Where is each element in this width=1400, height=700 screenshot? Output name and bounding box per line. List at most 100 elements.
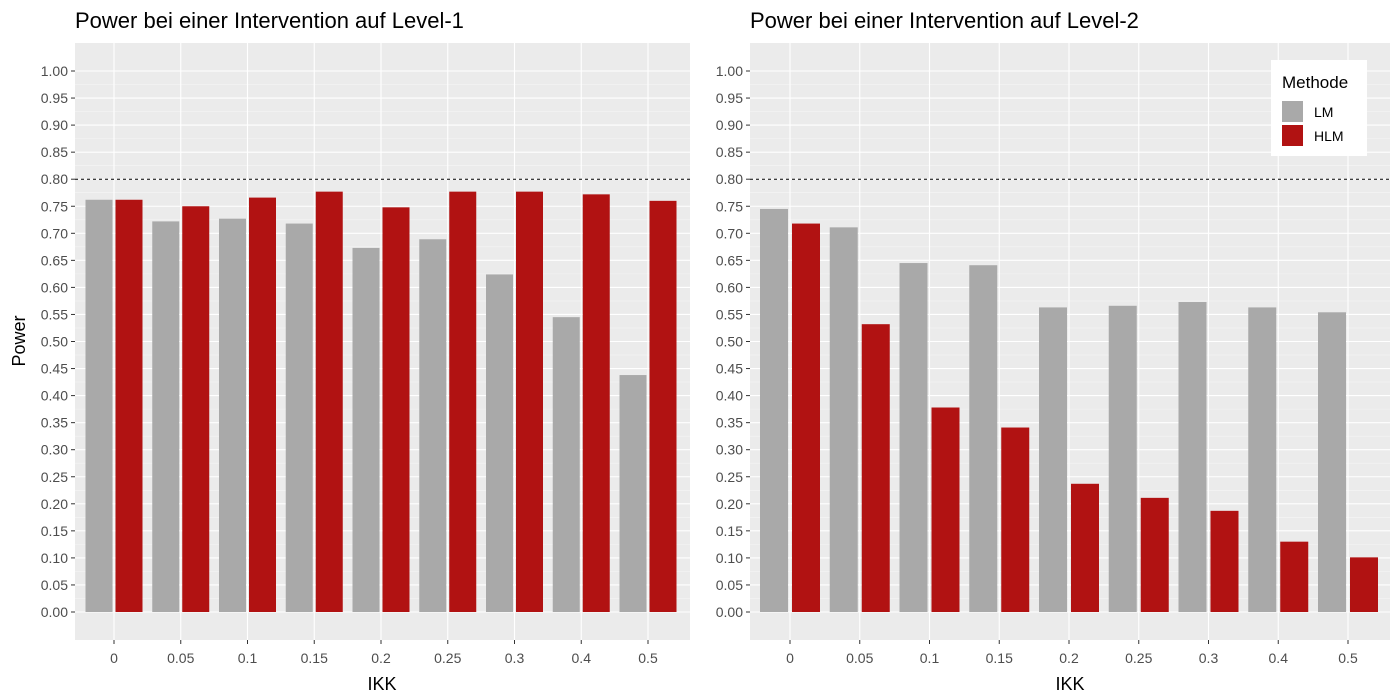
bar-lm-0.4: [1248, 307, 1277, 612]
y-tick-label: 0.25: [41, 469, 68, 485]
legend: Methode LM HLM: [1271, 60, 1367, 156]
bar-hlm-0.3: [1210, 510, 1239, 612]
bar-hlm-0.5: [649, 200, 677, 612]
y-axis-ticks: 0.00 0.05 0.10 0.15 0.20 0.25 0.30 0.35 0.40 0.45…: [41, 63, 75, 620]
y-tick-label: 0.30: [41, 442, 68, 458]
bar-lm-0.2: [1039, 307, 1067, 612]
x-tick-label: 0: [110, 650, 118, 666]
bar-hlm-0.1: [249, 197, 276, 612]
bar-hlm-0.2: [1071, 483, 1099, 612]
bar-hlm-0.5: [1350, 557, 1378, 612]
x-tick-label: 0.1: [238, 650, 258, 666]
x-tick-label: 0.3: [1199, 650, 1219, 666]
bar-lm-0.05: [829, 227, 858, 612]
x-tick-label: 0.05: [167, 650, 194, 666]
bar-lm-0.05: [152, 221, 180, 612]
bar-lm-0.5: [619, 375, 647, 612]
y-tick-label: 0.05: [716, 577, 743, 593]
x-tick-label: 0.15: [986, 650, 1013, 666]
bar-lm-0.3: [1178, 302, 1207, 612]
x-tick-label: 0.25: [1125, 650, 1152, 666]
bar-hlm-0.25: [1140, 497, 1169, 612]
y-tick-label: 0.60: [41, 279, 68, 295]
legend-label-lm: LM: [1314, 104, 1333, 120]
bar-lm-0.15: [969, 265, 998, 612]
bar-lm-0.1: [219, 218, 246, 612]
x-axis-ticks: 0 0.05 0.1 0.15 0.2 0.25 0.3 0.4 0.5: [786, 640, 1358, 666]
y-tick-label: 0.05: [41, 577, 68, 593]
y-tick-label: 0.15: [41, 523, 68, 539]
y-tick-label: 1.00: [716, 63, 743, 79]
bar-hlm-0.4: [1280, 541, 1309, 612]
y-tick-label: 0.00: [41, 604, 68, 620]
y-tick-label: 0.60: [716, 279, 743, 295]
y-tick-label: 0.55: [41, 306, 68, 322]
legend-key-lm: [1282, 101, 1303, 122]
y-tick-label: 1.00: [41, 63, 68, 79]
bars: [85, 191, 677, 613]
y-tick-label: 0.20: [716, 496, 743, 512]
chart-title: Power bei einer Intervention auf Level-2: [750, 8, 1139, 33]
y-tick-label: 0.25: [716, 469, 743, 485]
bar-hlm-0.4: [582, 194, 610, 612]
x-axis-ticks: 0 0.05 0.1 0.15 0.2 0.25 0.3 0.4 0.5: [110, 640, 658, 666]
y-tick-label: 0.95: [41, 90, 68, 106]
y-tick-label: 0.15: [716, 523, 743, 539]
chart-title: Power bei einer Intervention auf Level-1: [75, 8, 464, 33]
y-tick-label: 0.50: [716, 334, 743, 350]
bar-lm-0.3: [486, 274, 513, 612]
legend-key-hlm: [1282, 125, 1303, 146]
bar-hlm-0.3: [516, 191, 543, 612]
bars: [760, 208, 1378, 612]
bar-lm-0.25: [419, 239, 447, 612]
y-tick-label: 0.90: [41, 117, 68, 133]
bar-lm-0.4: [552, 317, 580, 612]
y-tick-label: 0.80: [41, 171, 68, 187]
x-tick-label: 0.05: [846, 650, 873, 666]
bar-hlm-0.15: [315, 191, 343, 612]
bar-lm-0.15: [285, 223, 313, 612]
y-tick-label: 0.50: [41, 334, 68, 350]
x-tick-label: 0.5: [638, 650, 658, 666]
x-tick-label: 0.25: [434, 650, 461, 666]
y-tick-label: 0.30: [716, 442, 743, 458]
y-tick-label: 0.80: [716, 171, 743, 187]
bar-lm-0: [760, 208, 788, 612]
y-tick-label: 0.95: [716, 90, 743, 106]
x-axis-title: IKK: [1055, 674, 1084, 694]
y-axis-ticks: 0.00 0.05 0.10 0.15 0.20 0.25 0.30 0.35 0.40 0.45…: [716, 63, 750, 620]
bar-hlm-0: [792, 223, 820, 612]
y-tick-label: 0.10: [41, 550, 68, 566]
bar-hlm-0.15: [1001, 427, 1030, 612]
y-tick-label: 0.65: [41, 252, 68, 268]
chart-panel-level-2: Power bei einer Intervention auf Level-2…: [716, 8, 1390, 694]
y-tick-label: 0.90: [716, 117, 743, 133]
bar-hlm-0: [115, 199, 143, 612]
legend-title: Methode: [1282, 73, 1348, 92]
bar-hlm-0.1: [931, 407, 960, 612]
x-tick-label: 0.15: [301, 650, 328, 666]
x-tick-label: 0: [786, 650, 794, 666]
y-tick-label: 0.00: [716, 604, 743, 620]
x-tick-label: 0.5: [1338, 650, 1358, 666]
x-tick-label: 0.4: [1269, 650, 1289, 666]
y-tick-label: 0.65: [716, 252, 743, 268]
x-tick-label: 0.4: [572, 650, 592, 666]
legend-label-hlm: HLM: [1314, 128, 1344, 144]
bar-hlm-0.05: [182, 206, 210, 612]
y-axis-title: Power: [9, 315, 29, 366]
y-tick-label: 0.70: [716, 225, 743, 241]
y-tick-label: 0.75: [716, 198, 743, 214]
y-tick-label: 0.40: [41, 388, 68, 404]
x-axis-title: IKK: [367, 674, 396, 694]
y-tick-label: 0.70: [41, 225, 68, 241]
y-tick-label: 0.10: [716, 550, 743, 566]
y-tick-label: 0.20: [41, 496, 68, 512]
bar-hlm-0.2: [382, 207, 410, 612]
x-tick-label: 0.3: [505, 650, 525, 666]
bar-hlm-0.25: [449, 191, 477, 612]
x-tick-label: 0.1: [920, 650, 940, 666]
bar-lm-0.1: [899, 263, 928, 612]
bar-hlm-0.05: [861, 324, 890, 612]
